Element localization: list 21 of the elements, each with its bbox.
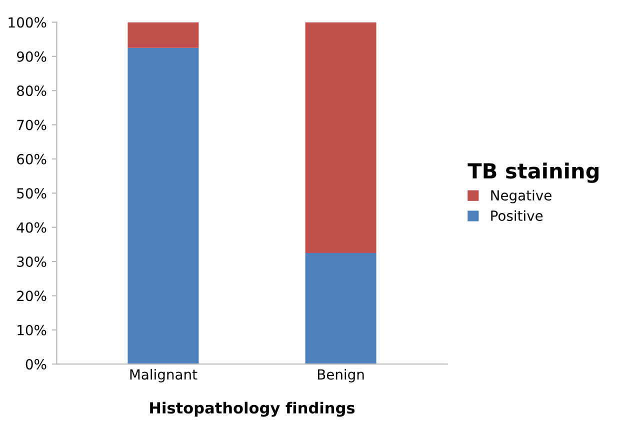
y-tick-label: 90% (16, 51, 46, 62)
y-tick-label: 20% (17, 290, 46, 302)
bar (128, 22, 199, 48)
y-tick-label: 100% (8, 17, 46, 28)
bar (305, 22, 376, 253)
y-tick-label: 0% (26, 359, 46, 370)
y-tick-label: 40% (16, 222, 46, 233)
bar (128, 48, 199, 364)
y-tick-label: 50% (17, 188, 46, 199)
y-tick-label: 10% (18, 324, 46, 336)
y-tick-label: 60% (17, 154, 46, 164)
x-tick-label: Malignant (130, 368, 198, 382)
legend-title: TB staining (468, 162, 598, 183)
legend-label: Positive (491, 210, 543, 221)
legend-label: Negative (491, 190, 552, 204)
y-tick-label: 70% (17, 120, 46, 130)
x-tick-label: Benign (318, 368, 364, 382)
x-axis-title: Histopathology findings (150, 402, 355, 417)
y-tick-label: 30% (17, 256, 46, 267)
y-tick-label: 80% (17, 86, 46, 96)
bar (305, 252, 376, 364)
